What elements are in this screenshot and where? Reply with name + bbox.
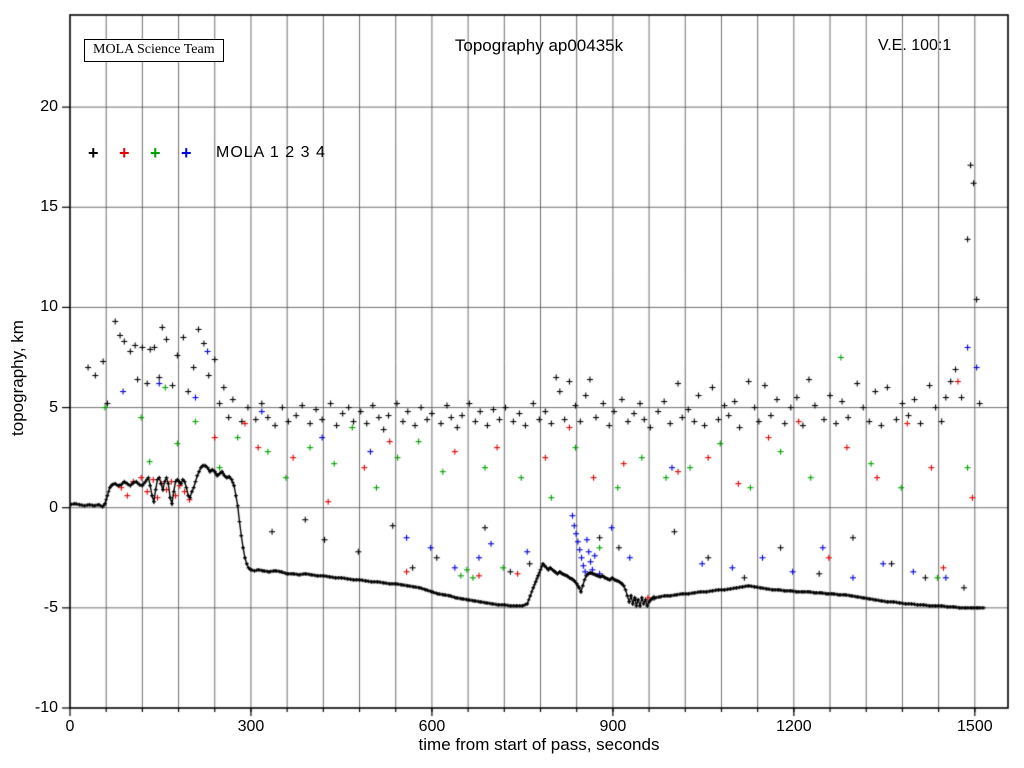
plot-canvas xyxy=(0,0,1024,768)
mola-topography-figure: 0 300 600 900 1200 1500 -10 -5 0 5 10 15 20 MOLA Sci… xyxy=(0,0,1024,768)
